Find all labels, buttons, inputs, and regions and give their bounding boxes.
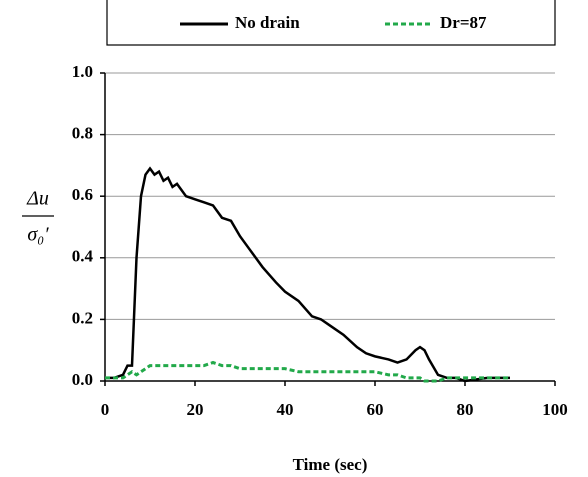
x-axis-label: Time (sec) xyxy=(293,455,368,474)
legend-label: Dr=87 xyxy=(440,13,487,32)
x-tick-label: 0 xyxy=(101,400,110,419)
y-tick-label: 0.8 xyxy=(72,124,93,143)
y-tick-label: 0.0 xyxy=(72,370,93,389)
x-tick-label: 20 xyxy=(187,400,204,419)
y-tick-label: 0.6 xyxy=(72,185,93,204)
x-tick-label: 60 xyxy=(367,400,384,419)
x-tick-label: 40 xyxy=(277,400,294,419)
y-tick-label: 0.4 xyxy=(72,247,94,266)
y-tick-label: 1.0 xyxy=(72,62,93,81)
x-tick-label: 80 xyxy=(457,400,474,419)
y-label-denominator: σ₀′ xyxy=(27,224,49,246)
legend-label: No drain xyxy=(235,13,300,32)
data-line xyxy=(105,166,510,383)
legend-box xyxy=(106,0,556,46)
y-tick-label: 0.2 xyxy=(72,308,93,327)
y-label-numerator: Δu xyxy=(26,188,49,210)
data-line xyxy=(105,360,510,383)
x-tick-label: 100 xyxy=(542,400,568,419)
